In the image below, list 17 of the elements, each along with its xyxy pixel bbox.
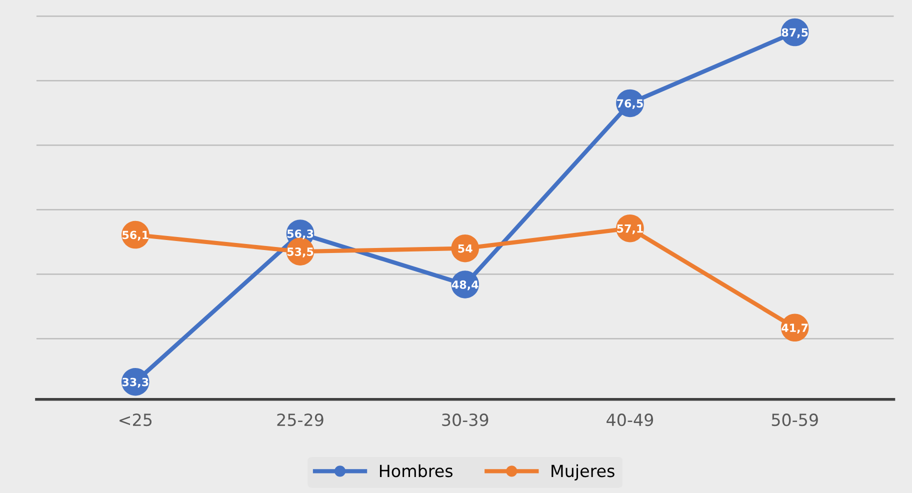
x-tick-label: <25 [120, 414, 152, 426]
data-label: 56,1 [122, 230, 148, 241]
x-tick-label: 40-49 [606, 414, 654, 426]
data-label: 56,3 [287, 229, 314, 240]
x-tick-label: 25-29 [277, 414, 324, 426]
data-label: 57,1 [617, 224, 643, 234]
data-label: 87,5 [782, 28, 808, 38]
x-tick-label: 50-59 [772, 414, 818, 426]
data-label: 76,5 [617, 99, 643, 110]
data-label: 48,4 [452, 280, 478, 290]
legend-label: Mujeres [552, 464, 614, 480]
x-tick-label: 30-39 [442, 414, 488, 426]
data-label: 33,3 [122, 378, 148, 388]
legend-label: Hombres [380, 464, 452, 478]
data-label: 53,5 [287, 248, 314, 258]
data-label: 41,7 [782, 324, 808, 334]
data-label: 54 [458, 244, 472, 253]
